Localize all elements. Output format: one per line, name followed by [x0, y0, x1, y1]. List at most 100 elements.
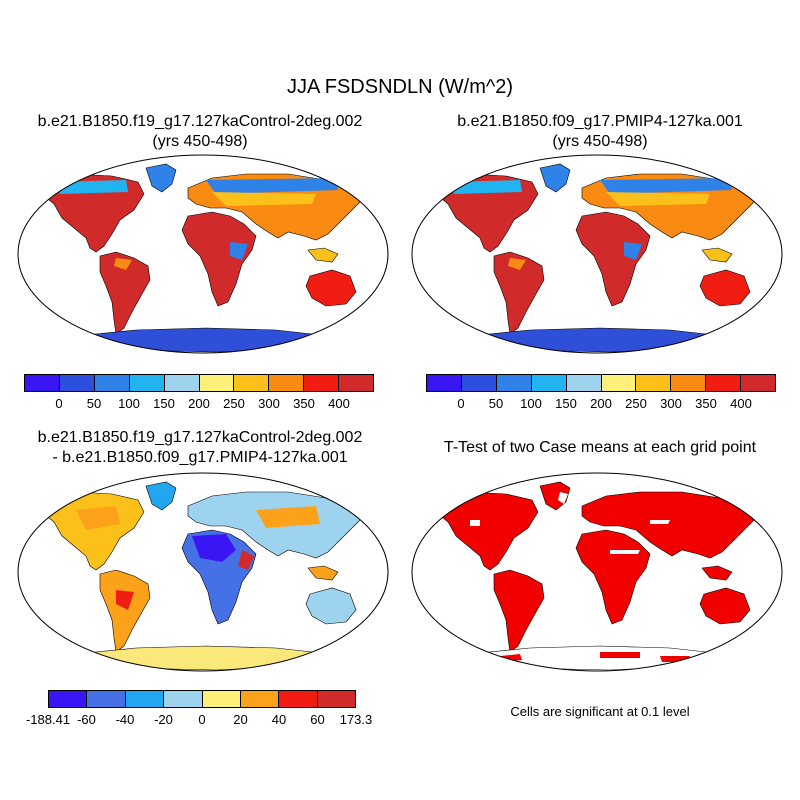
panel-title-difference-line1: b.e21.B1850.f19_g17.127kaControl-2deg.00…: [37, 429, 363, 446]
colorbar-tick-label: 200: [188, 396, 210, 411]
field-region: [212, 192, 316, 206]
continent-north-america: [429, 491, 539, 571]
continent-southeast-asia-islands: [701, 565, 733, 581]
colorbar-swatch: [427, 375, 462, 391]
difference-region: [76, 506, 120, 530]
colorbar-tick-label: 350: [695, 396, 717, 411]
insignificant-region: [610, 550, 640, 554]
colorbar-tick-label: 250: [625, 396, 647, 411]
continent-greenland: [539, 163, 571, 193]
colorbar-tick-label: 60: [310, 712, 325, 727]
colorbar-tick-label: 400: [328, 396, 350, 411]
continent-australia: [699, 587, 751, 625]
colorbar-swatch: [601, 375, 637, 391]
colorbar-swatch: [339, 375, 374, 391]
colorbar-tick-label: -20: [154, 712, 173, 727]
continent-australia: [699, 269, 751, 307]
panel-title-control-line1: b.e21.B1850.f19_g17.127kaControl-2deg.00…: [37, 113, 363, 130]
panel-title-pmip4-line2: (yrs 450-498): [552, 133, 648, 150]
colorbar-swatch: [94, 375, 130, 391]
colorbar-swatch: [566, 375, 602, 391]
colorbar-pmip4: [426, 374, 776, 392]
colorbar-swatch: [240, 691, 280, 707]
continent-greenland: [145, 163, 177, 193]
map-border: [411, 154, 783, 354]
colorbar-tick-label: 300: [258, 396, 280, 411]
colorbar-tick-label: 0: [457, 396, 465, 411]
colorbar-pmip4-labels: 0 50 100 150 200 250 300 350 400: [0, 396, 800, 412]
colorbar-swatch: [202, 691, 241, 707]
panel-title-ttest: T-Test of two Case means at each grid po…: [400, 438, 800, 458]
colorbar-tick-label: 50: [488, 396, 504, 411]
colorbar-swatch: [199, 375, 235, 391]
continent-south-america: [493, 251, 545, 335]
insignificant-region: [558, 492, 568, 504]
colorbar-tick-label: 200: [590, 396, 612, 411]
colorbar-tick-label: 50: [86, 396, 102, 411]
continent-europe-asia: [581, 491, 761, 559]
field-region: [230, 242, 248, 260]
colorbar-tick-label: 400: [730, 396, 752, 411]
colorbar-difference-labels: -188.41 -60 -40 -20 0 20 40 60 173.3: [0, 712, 400, 728]
insignificant-region: [650, 520, 670, 524]
map-difference: [17, 472, 389, 672]
colorbar-tick-label: 150: [153, 396, 175, 411]
colorbar-swatch: [496, 375, 532, 391]
continent-africa: [181, 211, 257, 307]
colorbar-swatch: [59, 375, 95, 391]
panel-title-pmip4-line1: b.e21.B1850.f09_g17.PMIP4-127ka.001: [457, 113, 743, 130]
continent-south-america: [493, 569, 545, 653]
colorbar-swatch: [125, 691, 165, 707]
continent-australia: [305, 269, 357, 307]
continent-south-america: [99, 251, 151, 335]
panel-title-difference-line2: - b.e21.B1850.f09_g17.PMIP4-127ka.001: [52, 449, 348, 466]
colorbar-swatch: [87, 691, 126, 707]
colorbar-tick-label: 350: [293, 396, 315, 411]
colorbar-swatch: [304, 375, 340, 391]
colorbar-swatch: [671, 375, 707, 391]
figure-title: JJA FSDSNDLN (W/m^2): [286, 76, 514, 98]
colorbar-tick-label: 250: [223, 396, 245, 411]
difference-region: [192, 534, 236, 562]
panel-title-ttest-line1: T-Test of two Case means at each grid po…: [443, 439, 757, 456]
field-region: [624, 242, 642, 260]
colorbar-swatch: [129, 375, 165, 391]
map-pmip4: [411, 154, 783, 354]
colorbar-tick-label: 100: [520, 396, 542, 411]
map-border: [17, 154, 389, 354]
colorbar-swatch: [234, 375, 270, 391]
colorbar-swatch: [49, 691, 88, 707]
colorbar-tick-label: -60: [77, 712, 96, 727]
panel-title-control-line2: (yrs 450-498): [152, 133, 248, 150]
colorbar-tick-label: 20: [233, 712, 248, 727]
map-border: [411, 472, 783, 672]
colorbar-tick-label: 173.3: [339, 712, 373, 727]
colorbar-tick-label: 100: [118, 396, 140, 411]
colorbar-swatch: [164, 375, 200, 391]
field-region: [508, 258, 526, 270]
colorbar-tick-label: 0: [198, 712, 206, 727]
continent-australia: [305, 587, 357, 625]
colorbar-control-labels: 0 50 100 150 200 250 300 350 400: [0, 396, 400, 412]
continent-south-america: [99, 569, 151, 653]
colorbar-swatch: [25, 375, 60, 391]
panel-title-control: b.e21.B1850.f19_g17.127kaControl-2deg.00…: [0, 112, 400, 152]
colorbar-tick-label: 150: [555, 396, 577, 411]
significance-note: Cells are significant at 0.1 level: [510, 704, 690, 719]
colorbar-swatch: [706, 375, 742, 391]
map-border: [17, 472, 389, 672]
difference-region: [116, 590, 134, 610]
significant-region: [600, 652, 640, 658]
colorbar-swatch: [269, 375, 305, 391]
panel-title-difference: b.e21.B1850.f19_g17.127kaControl-2deg.00…: [0, 428, 400, 468]
field-region: [114, 258, 132, 270]
colorbar-swatch: [636, 375, 672, 391]
continent-southeast-asia-islands: [307, 565, 339, 581]
continent-southeast-asia-islands: [701, 247, 733, 263]
colorbar-swatch: [531, 375, 567, 391]
colorbar-swatch: [164, 691, 203, 707]
panel-title-pmip4: b.e21.B1850.f09_g17.PMIP4-127ka.001 (yrs…: [400, 112, 800, 152]
field-region: [600, 178, 732, 194]
colorbar-swatch: [461, 375, 497, 391]
continent-africa: [575, 211, 651, 307]
